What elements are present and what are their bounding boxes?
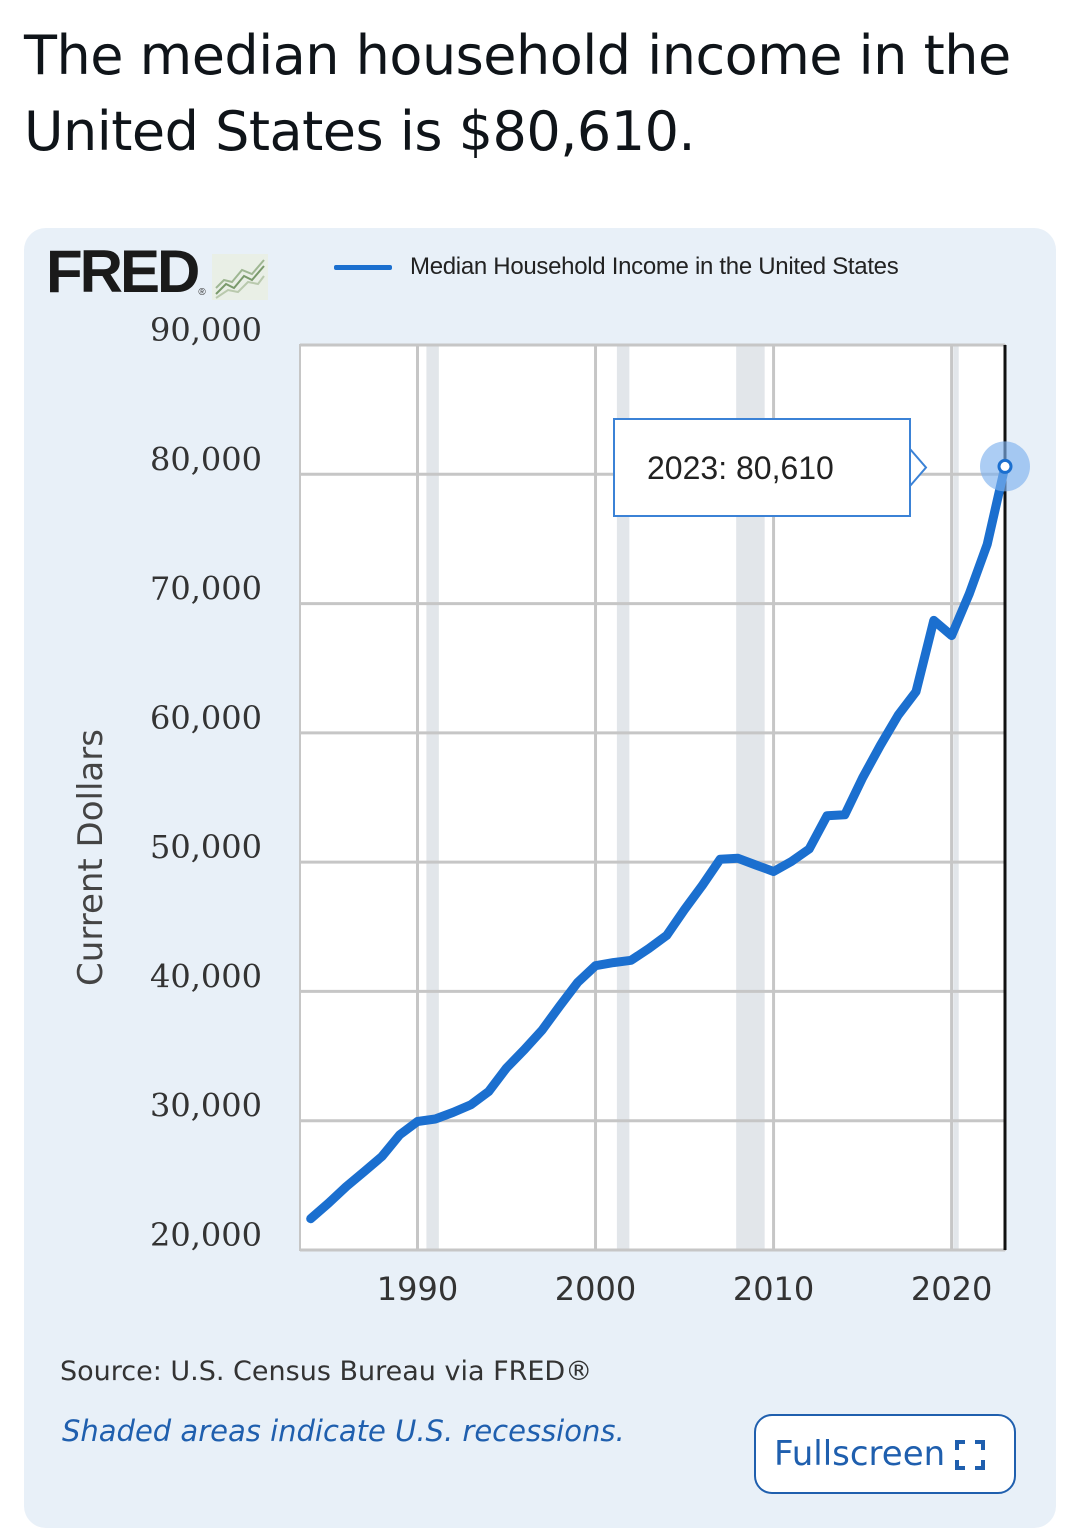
x-tick-label: 1990: [377, 1270, 458, 1308]
y-tick-label: 30,000: [150, 1087, 262, 1125]
fullscreen-icon: [955, 1440, 986, 1470]
tooltip-text: 2023: 80,610: [647, 450, 834, 486]
tooltip-box: [613, 418, 911, 517]
chart-legend: Median Household Income in the United St…: [334, 250, 899, 284]
fred-logo-text: FRED: [46, 238, 200, 305]
x-tick-label: 2010: [733, 1270, 814, 1308]
tooltip-value: 80,610: [727, 450, 834, 486]
x-tick-label: 2000: [555, 1270, 636, 1308]
tooltip-date: 2023:: [647, 450, 727, 486]
fred-logo[interactable]: FRED ®: [46, 242, 268, 302]
y-tick-label: 80,000: [150, 440, 262, 478]
tooltip-pointer: [909, 448, 928, 487]
recession-band: [953, 345, 959, 1250]
trend-lines-icon: [211, 254, 268, 300]
y-tick-label: 50,000: [150, 828, 262, 866]
chart-card: FRED ® Median Household Income in the Un…: [24, 228, 1056, 1528]
headline: The median household income in the Unite…: [24, 24, 1011, 163]
recession-band: [616, 345, 630, 1250]
y-tick-label: 90,000: [150, 311, 262, 349]
line-chart[interactable]: 20,000 30,000 40,000 50,000 60,000 70,000 80,0…: [24, 228, 1056, 1328]
highlight-point: [997, 458, 1013, 474]
fullscreen-label: Fullscreen: [774, 1434, 946, 1474]
y-tick-label: 20,000: [150, 1216, 262, 1254]
fullscreen-button[interactable]: Fullscreen: [754, 1414, 1016, 1494]
source-text: Source: U.S. Census Bureau via FRED®: [60, 1356, 593, 1387]
y-tick-label: 40,000: [150, 957, 262, 995]
x-tick-label: 2020: [911, 1270, 992, 1308]
y-tick-label: 70,000: [150, 570, 262, 608]
legend-label: Median Household Income in the United St…: [410, 253, 899, 280]
recession-band: [426, 345, 439, 1250]
registered-mark: ®: [198, 287, 206, 298]
y-axis-label: Current Dollars: [71, 729, 111, 986]
legend-swatch: [334, 264, 392, 270]
series-line: [306, 461, 1010, 1224]
recession-note: Shaded areas indicate U.S. recessions.: [62, 1414, 625, 1448]
y-tick-label: 60,000: [150, 699, 262, 737]
